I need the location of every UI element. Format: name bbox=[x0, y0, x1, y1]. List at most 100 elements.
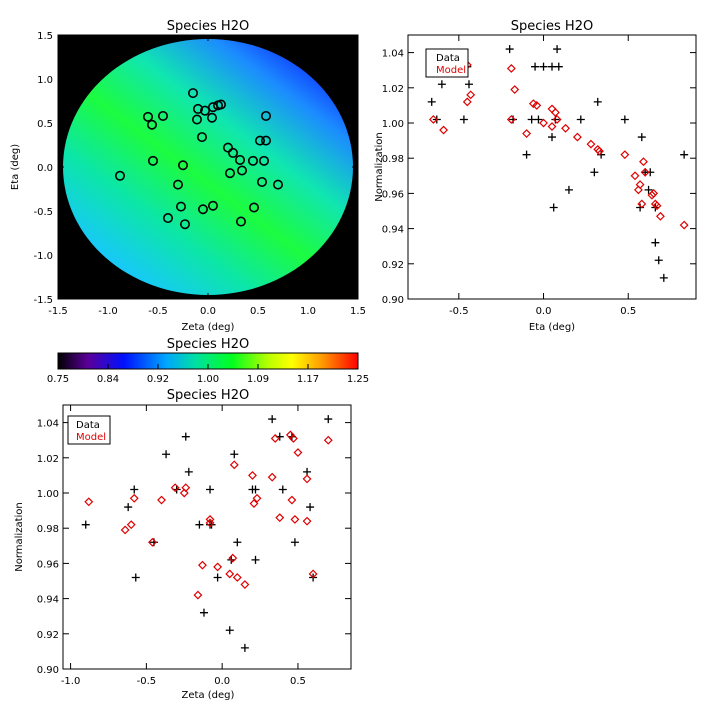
marker-circle bbox=[225, 168, 236, 179]
legend-data-label: Data bbox=[436, 53, 460, 64]
legend-model-label: Model bbox=[76, 432, 106, 443]
marker-circle bbox=[228, 147, 239, 158]
marker-circle bbox=[192, 114, 203, 125]
data-point-plus bbox=[184, 467, 193, 476]
colorbar-tick-label: 0.75 bbox=[47, 374, 69, 385]
heatmap-y-label: Eta (deg) bbox=[10, 144, 21, 190]
legend-box bbox=[425, 48, 469, 78]
data-point-plus bbox=[206, 485, 215, 494]
data-point-plus bbox=[527, 115, 536, 124]
model-point-diamond bbox=[647, 190, 657, 200]
data-point-plus bbox=[531, 62, 540, 71]
model-point-diamond bbox=[205, 514, 215, 524]
model-point-diamond bbox=[157, 495, 166, 505]
data-point-plus bbox=[162, 450, 171, 459]
data-point-plus bbox=[636, 203, 645, 212]
scatter-eta-panel: Species H2O -0.5 0.0 0.5 0.90 0.92 0.94 0.96 0.… bbox=[374, 19, 697, 333]
model-point-diamond bbox=[287, 495, 297, 505]
x-tick-label: 0.0 bbox=[214, 676, 230, 687]
legend-data-label: Data bbox=[76, 420, 100, 431]
model-point-diamond bbox=[129, 493, 139, 503]
x-tick-label: 0.5 bbox=[250, 306, 266, 317]
data-point-plus bbox=[131, 573, 140, 582]
scatter-zeta-legend: Data Model bbox=[67, 415, 111, 445]
y-tick-label: 1.04 bbox=[37, 419, 59, 430]
marker-circle bbox=[258, 155, 269, 166]
marker-circle bbox=[158, 110, 169, 121]
marker-circle bbox=[208, 200, 219, 211]
data-point-plus bbox=[680, 150, 689, 159]
y-tick-label: 0.90 bbox=[37, 665, 59, 676]
x-tick-label: -0.5 bbox=[449, 306, 469, 317]
model-point-diamond bbox=[522, 129, 532, 139]
model-point-diamond bbox=[506, 63, 516, 73]
data-point-plus bbox=[620, 115, 629, 124]
scatter-zeta-x-label: Zeta (deg) bbox=[182, 690, 235, 701]
y-tick-label: 1.00 bbox=[382, 119, 404, 130]
model-point-diamond bbox=[84, 497, 94, 507]
data-point-plus bbox=[195, 520, 204, 529]
marker-circle bbox=[147, 119, 158, 130]
data-point-plus bbox=[268, 415, 277, 424]
model-point-diamond bbox=[232, 573, 242, 582]
data-point-plus bbox=[213, 573, 222, 582]
y-tick-label: 0.96 bbox=[37, 559, 59, 570]
model-point-diamond bbox=[179, 488, 189, 498]
model-point-diamond bbox=[126, 520, 136, 530]
data-point-plus bbox=[181, 432, 190, 441]
data-point-plus bbox=[644, 185, 653, 194]
model-point-diamond bbox=[539, 118, 548, 128]
x-tick-label: 0.0 bbox=[536, 306, 552, 317]
model-point-diamond bbox=[439, 125, 449, 135]
marker-circle bbox=[180, 219, 191, 230]
marker-circle bbox=[235, 154, 246, 165]
marker-circle bbox=[207, 112, 218, 123]
data-point-plus bbox=[597, 150, 606, 159]
marker-circle bbox=[198, 204, 209, 215]
scatter-eta-y-label: Normalization bbox=[374, 132, 385, 202]
scatter-zeta-panel: Species H2O -1.0 -0.5 0.0 0.5 0.90 0.92 0.94 0.… bbox=[14, 388, 352, 701]
scatter-eta-legend: Data Model bbox=[425, 48, 469, 78]
marker-circle bbox=[248, 155, 259, 166]
model-point-diamond bbox=[547, 122, 557, 131]
data-point-plus bbox=[659, 273, 668, 282]
data-point-plus bbox=[576, 115, 585, 124]
marker-circle bbox=[178, 160, 189, 171]
model-point-diamond bbox=[532, 100, 542, 110]
data-point-plus bbox=[81, 520, 90, 529]
marker-circle bbox=[200, 105, 211, 116]
y-tick-label: 0.92 bbox=[37, 630, 59, 641]
x-tick-label: -1.0 bbox=[61, 676, 81, 687]
data-point-plus bbox=[539, 62, 548, 71]
y-tick-label: 1.02 bbox=[382, 84, 404, 95]
model-point-diamond bbox=[633, 185, 643, 195]
y-tick-label: 0.98 bbox=[382, 154, 404, 165]
model-point-diamond bbox=[550, 107, 560, 117]
model-point-diamond bbox=[620, 150, 630, 160]
marker-circle bbox=[260, 135, 271, 146]
y-tick-label: -1.0 bbox=[33, 251, 53, 262]
colorbar-tick-label: 0.84 bbox=[97, 374, 119, 385]
model-point-diamond bbox=[147, 537, 157, 547]
data-point-plus bbox=[233, 538, 242, 547]
colorbar-ticks: 0.75 0.84 0.92 1.00 1.09 1.17 1.25 bbox=[47, 364, 369, 385]
marker-circle bbox=[173, 179, 184, 190]
colorbar-tick-label: 1.17 bbox=[297, 374, 319, 385]
marker-circle bbox=[255, 135, 266, 146]
data-point-plus bbox=[464, 80, 473, 89]
scatter-eta-title: Species H2O bbox=[511, 19, 593, 34]
data-point-plus bbox=[593, 97, 602, 106]
model-point-diamond bbox=[640, 167, 650, 177]
model-point-diamond bbox=[170, 483, 180, 493]
model-point-diamond bbox=[252, 493, 262, 503]
scatter-zeta-title: Species H2O bbox=[167, 388, 249, 403]
model-point-diamond bbox=[594, 146, 604, 156]
heatmap-panel: Species H2O -1.5 -1.0 -0.5 0.0 0.5 1.0 1.5 -1.… bbox=[10, 19, 366, 333]
model-point-diamond bbox=[193, 590, 203, 600]
x-tick-label: -1.5 bbox=[48, 306, 68, 317]
model-point-diamond bbox=[270, 433, 280, 443]
marker-circle bbox=[143, 111, 154, 122]
data-point-plus bbox=[549, 203, 558, 212]
model-point-diamond bbox=[293, 448, 303, 457]
data-point-plus bbox=[240, 643, 249, 652]
